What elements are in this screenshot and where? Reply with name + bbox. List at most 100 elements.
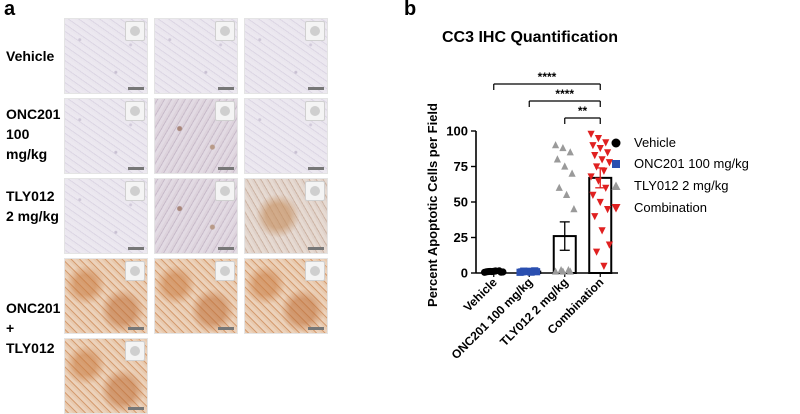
panel-a-letter: a: [4, 0, 16, 20]
data-point: [589, 142, 597, 150]
data-point: [589, 191, 597, 199]
scale-bar: [308, 327, 324, 330]
scale-bar: [308, 87, 324, 90]
scale-bar: [128, 167, 144, 170]
legend-marker: [611, 181, 621, 190]
data-point: [555, 183, 563, 191]
data-point: [603, 149, 612, 157]
data-point: [600, 167, 608, 175]
micrograph-tile: [244, 18, 328, 94]
data-point: [598, 156, 606, 164]
data-point: [602, 139, 610, 147]
thumbnail-inset: [215, 181, 235, 201]
thumbnail-inset: [305, 261, 325, 281]
legend-label: ONC201 100 mg/kg: [634, 156, 749, 171]
y-tick-label: 75: [454, 159, 468, 174]
legend-marker: [611, 138, 621, 148]
scale-bar: [128, 407, 144, 410]
data-point: [598, 227, 606, 235]
micrograph-tile: [64, 18, 148, 94]
scale-bar: [128, 247, 144, 250]
micrograph-tile: [154, 98, 238, 174]
y-tick-label: 25: [454, 230, 468, 245]
data-point: [553, 155, 562, 163]
micrograph-tile: [64, 338, 148, 414]
scale-bar: [128, 327, 144, 330]
scale-bar: [218, 247, 234, 250]
panel-b-letter: b: [404, 0, 417, 20]
row-label: Vehicle: [6, 48, 55, 64]
thumbnail-inset: [125, 341, 145, 361]
data-point: [596, 198, 604, 207]
y-tick-label: 50: [454, 195, 468, 210]
scale-bar: [218, 167, 234, 170]
data-point: [587, 173, 595, 181]
legend-label: Combination: [634, 200, 707, 215]
data-point: [527, 268, 535, 276]
data-point: [559, 267, 567, 275]
thumbnail-inset: [125, 101, 145, 121]
micrograph-tile: [154, 258, 238, 334]
significance-label: ****: [555, 87, 574, 101]
data-point: [520, 267, 528, 275]
chart-title: CC3 IHC Quantification: [442, 29, 618, 46]
legend-marker: [611, 204, 621, 213]
y-axis-label: Percent Apoptotic Cells per Field: [425, 103, 440, 307]
data-point: [591, 152, 599, 160]
data-point: [561, 162, 569, 170]
thumbnail-inset: [215, 101, 235, 121]
significance-label: **: [578, 104, 588, 118]
thumbnail-inset: [125, 21, 145, 41]
thumbnail-inset: [215, 21, 235, 41]
thumbnail-inset: [305, 181, 325, 201]
data-point: [594, 177, 603, 185]
micrograph-tile: [154, 178, 238, 254]
row-label: TLY012 2 mg/kg: [6, 188, 59, 224]
micrograph-tile: [64, 98, 148, 174]
data-point: [491, 267, 500, 275]
data-point: [594, 135, 603, 143]
micrograph-tile: [64, 258, 148, 334]
data-point: [566, 148, 574, 156]
data-point: [551, 141, 560, 149]
data-point: [602, 184, 610, 192]
data-point: [605, 241, 614, 249]
micrograph-tile: [244, 258, 328, 334]
data-point: [559, 143, 567, 152]
row-label: ONC201 100 mg/kg: [6, 106, 61, 162]
significance-label: ****: [538, 70, 557, 84]
micrograph-tile: [154, 18, 238, 94]
data-point: [605, 159, 614, 167]
legend-label: TLY012 2 mg/kg: [634, 178, 729, 193]
data-point: [592, 248, 601, 256]
y-tick-label: 100: [446, 124, 468, 139]
data-point: [587, 130, 595, 138]
data-point: [603, 206, 612, 214]
scale-bar: [308, 167, 324, 170]
thumbnail-inset: [305, 21, 325, 41]
scale-bar: [218, 327, 234, 330]
scale-bar: [128, 87, 144, 90]
data-point: [570, 205, 578, 213]
row-label: ONC201 + TLY012: [6, 300, 61, 356]
data-point: [596, 144, 604, 153]
scale-bar: [308, 247, 324, 250]
data-point: [499, 268, 507, 276]
micrograph-tile: [244, 98, 328, 174]
thumbnail-inset: [215, 261, 235, 281]
data-point: [566, 267, 574, 275]
data-point: [592, 163, 601, 171]
thumbnail-inset: [305, 101, 325, 121]
data-point: [551, 267, 560, 275]
data-point: [600, 262, 608, 270]
data-point: [486, 267, 494, 276]
scale-bar: [218, 87, 234, 90]
data-point: [562, 190, 571, 198]
thumbnail-inset: [125, 181, 145, 201]
micrograph-tile: [244, 178, 328, 254]
cc3-quantification-chart: CC3 IHC Quantification Percent Apoptotic…: [425, 29, 618, 362]
data-point: [532, 268, 541, 276]
legend-label: Vehicle: [634, 135, 676, 150]
micrograph-tile: [64, 178, 148, 254]
